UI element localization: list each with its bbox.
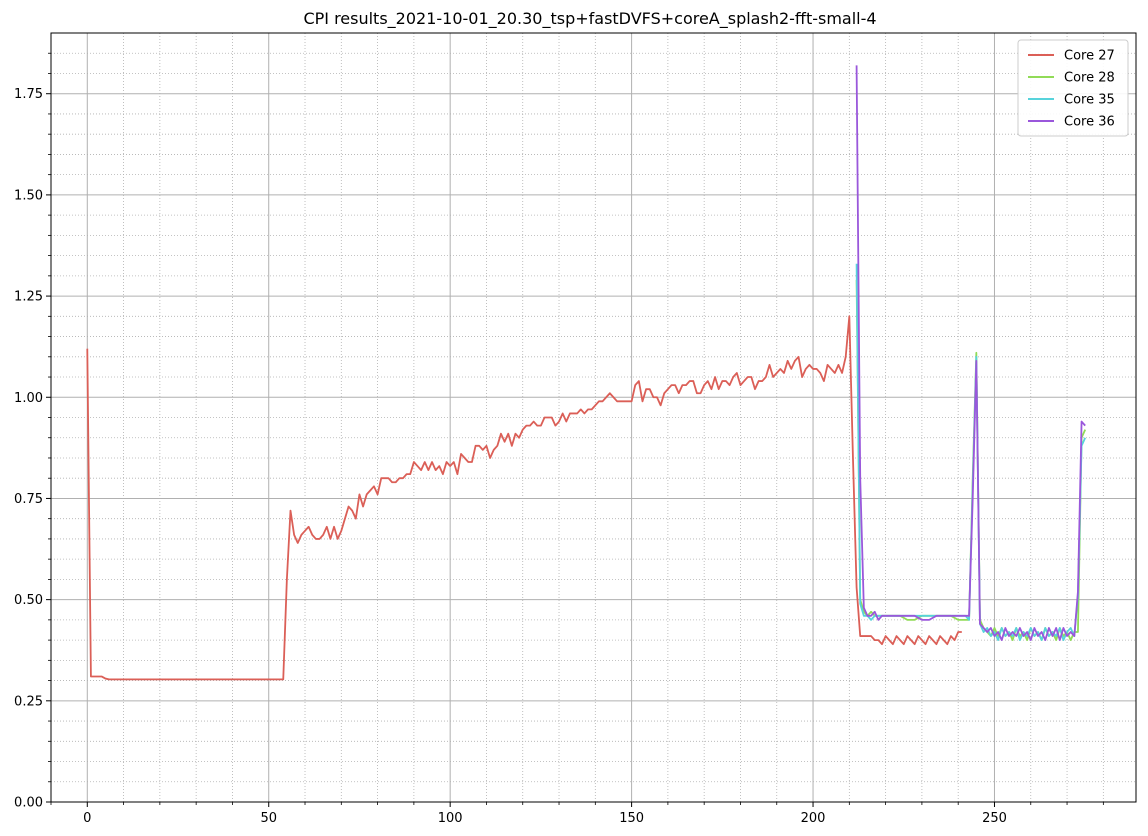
y-tick-label: 1.00 <box>14 391 43 406</box>
y-tick-label: 0.50 <box>14 593 43 608</box>
legend-label: Core 27 <box>1064 49 1115 64</box>
x-axis: 0 50 100 150 200 250 <box>50 802 1104 826</box>
minor-grid <box>50 33 1136 802</box>
x-tick-label: 150 <box>619 811 644 826</box>
legend-box <box>1017 39 1129 137</box>
y-tick-label: 0.75 <box>14 492 43 507</box>
y-tick-label: 0.25 <box>14 694 43 709</box>
legend: Core 27 Core 28 Core 35 Core 36 <box>1017 39 1129 137</box>
legend-label: Core 36 <box>1064 115 1115 130</box>
x-tick-label: 250 <box>982 811 1007 826</box>
legend-label: Core 28 <box>1064 71 1115 86</box>
y-axis: 0.00 0.25 0.50 0.75 1.00 1.25 1.50 1.75 <box>14 52 51 811</box>
series-line-core-27 <box>86 315 962 681</box>
y-tick-label: 1.75 <box>14 87 43 102</box>
y-tick-label: 1.25 <box>14 290 43 305</box>
x-tick-label: 50 <box>260 811 277 826</box>
x-tick-label: 0 <box>83 811 91 826</box>
series-line-core-36 <box>855 65 1086 642</box>
series-layer <box>86 65 1087 681</box>
y-tick-label: 1.50 <box>14 188 43 203</box>
x-tick-label: 200 <box>801 811 826 826</box>
y-tick-label: 0.00 <box>14 796 43 811</box>
x-tick-label: 100 <box>438 811 463 826</box>
plot-area <box>50 32 1137 803</box>
legend-label: Core 35 <box>1064 93 1115 108</box>
chart-title: CPI results_2021-10-01_20.30_tsp+fastDVF… <box>303 9 876 29</box>
